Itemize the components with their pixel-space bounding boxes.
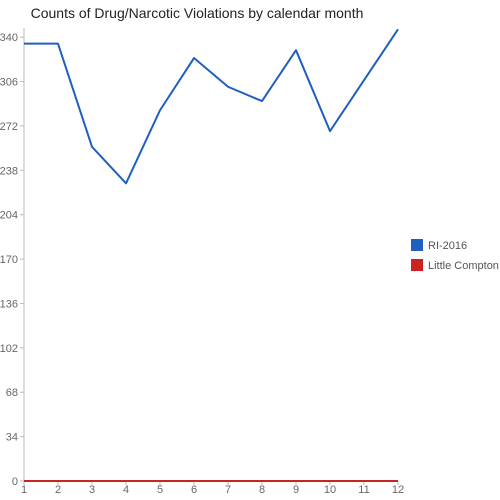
- x-tick-label: 2: [55, 484, 61, 496]
- x-tick-label: 9: [293, 484, 299, 496]
- x-tick-label: 4: [123, 484, 129, 496]
- chart-title: Counts of Drug/Narcotic Violations by ca…: [31, 5, 364, 21]
- x-tick-label: 10: [324, 484, 336, 496]
- x-axis: 1 2 3 4 5 6 7 8 9 10 11 12: [21, 481, 404, 496]
- x-tick-label: 11: [358, 484, 369, 496]
- y-tick-label: 34: [6, 432, 18, 444]
- x-tick-label: 3: [89, 484, 95, 496]
- y-tick-label: 238: [0, 165, 18, 177]
- y-tick-label: 204: [0, 210, 18, 222]
- y-tick-label: 272: [0, 121, 18, 133]
- y-tick-label: 0: [12, 476, 18, 488]
- x-tick-label: 6: [191, 484, 197, 496]
- legend-swatch: [411, 239, 423, 251]
- legend: RI-2016 Little Compton: [411, 239, 499, 272]
- y-tick-label: 170: [0, 254, 18, 266]
- y-tick-label: 340: [0, 32, 18, 44]
- y-tick-label: 136: [0, 298, 18, 310]
- legend-label: Little Compton: [428, 260, 499, 272]
- x-tick-label: 7: [225, 484, 231, 496]
- y-axis: 0 34 68 102 136 170 204 238 272 306 340: [0, 28, 24, 488]
- series-lines: [24, 29, 398, 481]
- x-tick-label: 5: [157, 484, 163, 496]
- y-tick-label: 306: [0, 77, 18, 89]
- x-tick-label: 12: [392, 484, 404, 496]
- y-tick-label: 102: [0, 343, 18, 355]
- legend-label: RI-2016: [428, 240, 467, 252]
- legend-swatch: [411, 259, 423, 271]
- x-tick-label: 8: [259, 484, 265, 496]
- y-tick-label: 68: [6, 387, 18, 399]
- x-tick-label: 1: [21, 484, 27, 496]
- series-line-0: [24, 29, 398, 183]
